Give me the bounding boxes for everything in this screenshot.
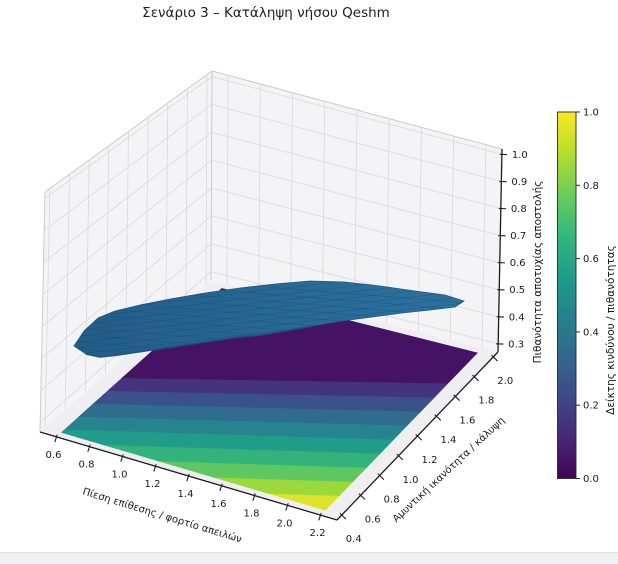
colorbar-tick-label: 0.4: [583, 327, 599, 338]
box-edge: [44, 70, 213, 193]
z-tick-label: 0.9: [511, 177, 527, 188]
grid-line-y: [185, 88, 188, 303]
colorbar-tick-label: 0.2: [583, 401, 599, 412]
failure-surface-front-rim: [85, 325, 313, 358]
x-tick-label: 1.0: [112, 469, 128, 480]
z-axis-spine: [497, 148, 503, 353]
grid-line-z-left: [41, 215, 212, 359]
risk-contour-band: [60, 429, 394, 455]
z-tick-label: 1.0: [512, 150, 528, 161]
grid-line-z-right: [211, 159, 501, 237]
x-tick: [186, 473, 190, 482]
z-tick-label: 0.5: [509, 285, 525, 296]
y-tick: [453, 394, 461, 401]
z-tick-label: 0.4: [509, 312, 525, 323]
x-tick: [285, 503, 289, 511]
grid-line-y: [205, 74, 208, 285]
x-tick-label: 2.2: [310, 528, 326, 539]
grid-line-z-right: [211, 131, 501, 209]
grid-line-z-left: [42, 159, 212, 295]
x-tick-label: 2.0: [277, 518, 293, 529]
z-tick-label: 0.6: [510, 258, 526, 269]
y-tick-label: 1.6: [459, 415, 475, 426]
grid-line-y: [44, 188, 51, 428]
grid-line-x: [290, 92, 293, 301]
x-tick: [54, 434, 58, 443]
colorbar-label: Δείκτης κινδύνου / πιθανότητας: [605, 245, 617, 415]
grid-line-z-right: [211, 215, 500, 291]
risk-contour-band: [270, 493, 340, 511]
y-tick-label: 0.6: [365, 514, 381, 525]
grid-line-z-left: [43, 104, 213, 231]
grid-line-x: [481, 144, 487, 349]
x-tick: [219, 483, 223, 492]
colorbar-tick-label: 0.8: [583, 181, 599, 192]
grid-line-x: [354, 109, 358, 317]
x-tick-label: 1.2: [145, 479, 161, 490]
x-tick: [153, 463, 157, 472]
grid-line-y: [145, 117, 149, 339]
y-tick: [491, 354, 498, 362]
x-tick: [120, 454, 124, 462]
colorbar-tick-label: 1.0: [583, 108, 599, 119]
colorbar-gradient: [557, 111, 577, 479]
x-tick-label: 1.8: [244, 509, 260, 520]
box-edge: [210, 70, 213, 281]
z-axis-label: Πιθανότητα αποτυχίας αποστολής: [532, 180, 544, 364]
z-tick-label: 0.8: [511, 204, 527, 215]
figure-title: Σενάριο 3 – Κατάληψη νήσου Qeshm: [142, 5, 390, 21]
y-tick-label: 1.8: [478, 396, 494, 407]
box-edge: [211, 70, 503, 150]
x-tick-label: 1.6: [211, 499, 227, 510]
y-tick: [434, 414, 442, 421]
grid-line-y: [64, 174, 70, 410]
grid-line-x: [322, 101, 326, 309]
y-tick: [472, 374, 480, 382]
x-tick: [252, 493, 256, 501]
y-tick: [339, 513, 347, 520]
x-tick: [318, 512, 322, 521]
grid-line-z-left: [43, 131, 212, 263]
grid-line-y: [165, 103, 169, 321]
y-tick: [396, 453, 404, 461]
y-tick-label: 1.2: [422, 455, 438, 466]
grid-line-z-right: [211, 187, 500, 264]
grid-line-z-left: [44, 76, 213, 199]
y-tick-label: 0.4: [346, 534, 362, 545]
z-tick-label: 0.3: [508, 339, 524, 350]
y-tick: [415, 433, 423, 441]
page-bottom-strip: [0, 552, 618, 564]
x-tick-label: 1.4: [178, 489, 194, 500]
y-tick-label: 1.0: [403, 475, 419, 486]
y-tick: [377, 473, 385, 481]
colorbar-tick-label: 0.0: [583, 474, 599, 485]
grid-line-x: [226, 75, 229, 285]
x-tick-label: 0.8: [79, 460, 95, 471]
y-tick-label: 2.0: [497, 376, 513, 387]
z-tick-label: 0.7: [510, 231, 526, 242]
x-tick-label: 0.6: [46, 450, 62, 461]
grid-line-x: [258, 83, 261, 293]
x-tick: [87, 444, 91, 453]
box-edge: [39, 191, 46, 433]
grid-line-z-right: [211, 104, 502, 182]
y-tick-label: 0.8: [384, 495, 400, 506]
grid-line-z-right: [211, 76, 502, 155]
y-tick: [358, 493, 366, 500]
grid-line-z-left: [41, 187, 212, 327]
colorbar-tick-label: 0.6: [583, 254, 599, 265]
y-tick-label: 1.4: [440, 435, 456, 446]
right-wall-pane: [211, 71, 502, 352]
